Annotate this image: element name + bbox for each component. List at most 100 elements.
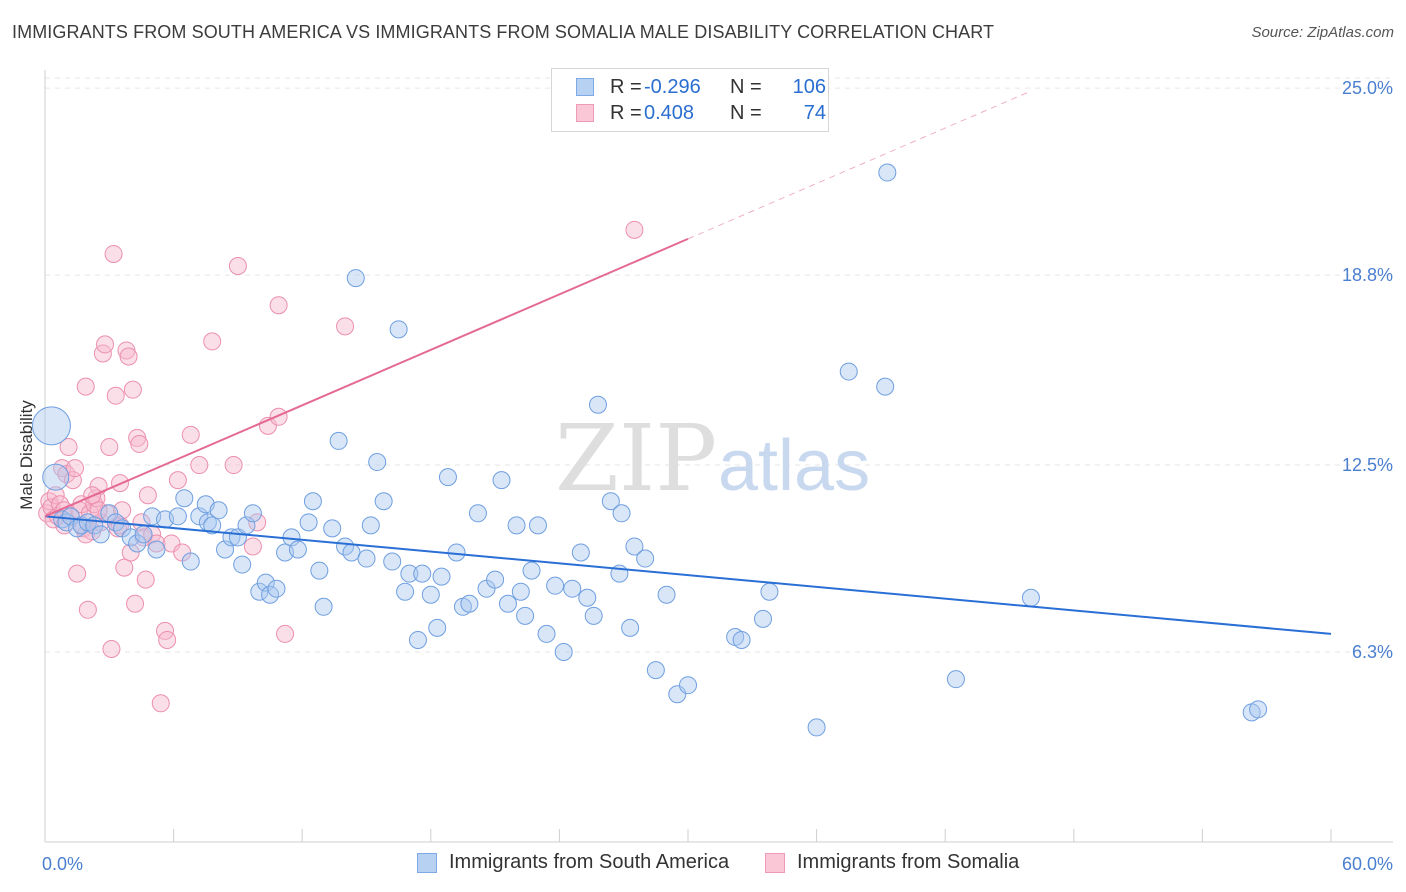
somalia-trend-extension [687, 90, 1032, 240]
south-america-point [612, 504, 631, 523]
south-america-point [357, 549, 376, 568]
south-america-point [299, 513, 318, 532]
somalia-trend-line [44, 237, 689, 518]
south-america-point [134, 525, 153, 544]
south-america-point [346, 269, 365, 288]
south-america-point [839, 362, 858, 381]
legend-swatch-pink [576, 104, 594, 122]
y-tick-label: 18.8% [1342, 265, 1393, 285]
south-america-point [878, 163, 897, 182]
legend-n-label: N = [730, 102, 762, 124]
south-america-point [563, 579, 582, 598]
south-america-point [492, 471, 511, 490]
somalia-point [136, 570, 155, 589]
south-america-point [601, 492, 620, 511]
south-america-point [243, 504, 262, 523]
south-america-point [438, 468, 457, 487]
south-america-point [303, 492, 322, 511]
somalia-point [147, 534, 166, 553]
south-america-point [203, 516, 222, 535]
south-america-point [168, 507, 187, 526]
x-tick-label-max: 60.0% [1342, 854, 1393, 874]
south-america-point [516, 606, 535, 625]
somalia-point [276, 624, 295, 643]
south-america-point [621, 618, 640, 637]
south-america-point [408, 630, 427, 649]
south-america-point [250, 582, 269, 601]
watermark-atlas: atlas [718, 426, 870, 506]
south-america-point [578, 588, 597, 607]
south-america-point [31, 406, 71, 446]
somalia-point [46, 486, 65, 505]
south-america-point [588, 395, 607, 414]
south-america-point [507, 516, 526, 535]
somalia-point [228, 257, 247, 276]
somalia-point [138, 486, 157, 505]
somalia-point [168, 471, 187, 490]
legend-r-label: R = [610, 76, 642, 98]
legend-swatch-blue [576, 78, 594, 96]
south-america-point [584, 606, 603, 625]
somalia-point [203, 332, 222, 351]
legend-n-value: 106 [792, 76, 826, 98]
somalia-point [130, 434, 149, 453]
somalia-point [190, 456, 209, 475]
south-america-point [460, 594, 479, 613]
legend-n-value: 74 [803, 102, 826, 124]
somalia-point [100, 437, 119, 456]
legend-r-value: -0.296 [644, 76, 701, 98]
somalia-point [68, 564, 87, 583]
trend-lines [44, 90, 1332, 635]
tick-labels: 6.3% 12.5% 18.8% 25.0% 0.0% 60.0% [42, 78, 1393, 874]
y-tick-label: 25.0% [1342, 78, 1393, 98]
south-america-point [1249, 700, 1268, 719]
south-america-point [511, 582, 530, 601]
somalia-point [625, 220, 644, 239]
south-america-point [368, 453, 387, 472]
south-america-point [732, 630, 751, 649]
somalia-point [243, 537, 262, 556]
somalia-point [66, 459, 85, 478]
south-america-point [636, 549, 655, 568]
y-tick-label: 12.5% [1342, 455, 1393, 475]
somalia-point [93, 344, 112, 363]
south-america-point [389, 320, 408, 339]
source-label: Source: ZipAtlas.com [1251, 24, 1394, 41]
somalia-point [102, 640, 121, 658]
south-america-point [310, 561, 329, 580]
bottom-legend-swatch-blue [417, 853, 437, 873]
chart-title: IMMIGRANTS FROM SOUTH AMERICA VS IMMIGRA… [12, 22, 995, 42]
y-axis-label: Male Disability [17, 400, 36, 510]
somalia-point [336, 317, 355, 336]
south-america-point [537, 624, 556, 643]
somalia-point [78, 600, 97, 619]
correlation-legend: R = -0.296 N = 106 R = 0.408 N = 74 [551, 68, 829, 132]
south-america-point [175, 489, 194, 508]
south-america-point [413, 564, 432, 583]
south-america-point [486, 570, 505, 589]
south-america-point [946, 670, 965, 689]
south-america-point [657, 585, 676, 604]
bottom-legend-swatch-pink [765, 853, 785, 873]
somalia-point [76, 377, 95, 396]
south-america-point [233, 555, 252, 574]
somalia-point [269, 407, 288, 426]
south-america-point [625, 537, 644, 556]
south-america-trend-line [44, 515, 1332, 635]
somalia-point [106, 386, 125, 405]
south-america-point [342, 543, 361, 562]
somalia-point [181, 425, 200, 444]
somalia-point [89, 501, 108, 520]
south-america-point [314, 597, 333, 616]
south-america-point [147, 540, 166, 559]
somalia-point [156, 621, 175, 640]
south-america-point [128, 534, 147, 553]
south-america-point [361, 516, 380, 535]
south-america-point [679, 676, 697, 695]
bottom-legend-label: Immigrants from Somalia [797, 851, 1020, 873]
south-america-point [468, 504, 487, 523]
south-america-point [374, 492, 393, 511]
south-america-point [528, 516, 547, 535]
south-america-point [432, 567, 451, 586]
